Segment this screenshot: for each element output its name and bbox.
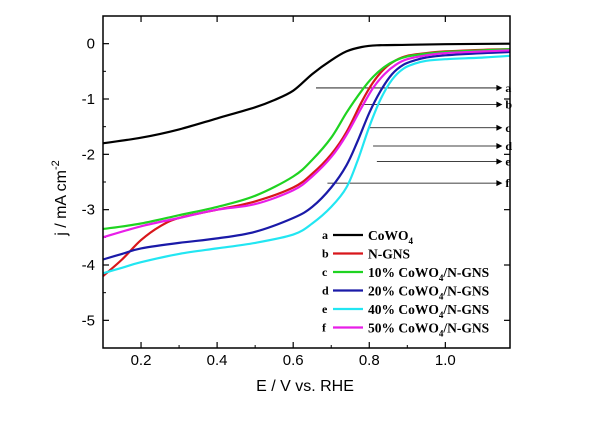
annotation-letter-d: d (505, 139, 512, 153)
x-axis-title: E / V vs. RHE (256, 378, 354, 395)
y-tick-label: -2 (82, 146, 95, 163)
legend-label-e: 40% CoWO4/N-GNS (368, 302, 489, 320)
x-tick-label: 0.2 (131, 352, 152, 369)
legend-letter-f: f (322, 321, 327, 335)
y-tick-label: -3 (82, 202, 95, 219)
legend-label-d: 20% CoWO4/N-GNS (368, 284, 489, 302)
x-tick-label: 0.4 (207, 352, 228, 369)
y-axis-title: j / mA cm-2 (50, 160, 70, 237)
x-tick-label: 1.0 (435, 352, 456, 369)
y-axis-title-text: j / mA cm (53, 170, 70, 237)
x-tick-label: 0.8 (359, 352, 380, 369)
annotation-arrowhead-c (496, 124, 503, 131)
y-axis-title-superscript: -2 (50, 160, 62, 170)
svg-text:j / mA cm-2: j / mA cm-2 (50, 160, 70, 237)
legend-letter-d: d (322, 284, 329, 298)
series-line-e (102, 54, 511, 275)
legend-letter-c: c (322, 265, 328, 279)
annotation-letter-e: e (505, 155, 511, 169)
legend-label-c: 10% CoWO4/N-GNS (368, 265, 489, 283)
legend-label-f: 50% CoWO4/N-GNS (368, 321, 489, 339)
annotation-arrowhead-e (496, 158, 503, 165)
annotation-letter-a: a (505, 81, 511, 95)
annotation-arrowhead-f (496, 180, 503, 187)
annotation-letter-b: b (505, 98, 512, 112)
series-line-b (102, 48, 511, 277)
annotation-arrowhead-a (496, 84, 503, 91)
series-line-c (102, 48, 511, 231)
annotation-letter-c: c (505, 121, 511, 135)
legend-letter-e: e (322, 302, 328, 316)
y-tick-label: -1 (82, 91, 95, 108)
series-line-a (102, 42, 511, 145)
series-line-f (102, 49, 511, 239)
legend-label-b: N-GNS (368, 247, 410, 262)
annotation-letter-f: f (505, 176, 510, 190)
legend-label-a: CoWO4 (368, 228, 414, 246)
annotation-arrowhead-b (496, 101, 503, 108)
plot-frame (102, 15, 511, 349)
y-tick-label: 0 (87, 36, 95, 53)
y-tick-label: -5 (82, 312, 95, 329)
annotation-arrowhead-d (496, 143, 503, 150)
x-tick-label: 0.6 (283, 352, 304, 369)
y-tick-label: -4 (82, 257, 95, 274)
series-line-d (102, 50, 511, 261)
legend-letter-b: b (322, 247, 329, 261)
legend-letter-a: a (322, 228, 328, 242)
